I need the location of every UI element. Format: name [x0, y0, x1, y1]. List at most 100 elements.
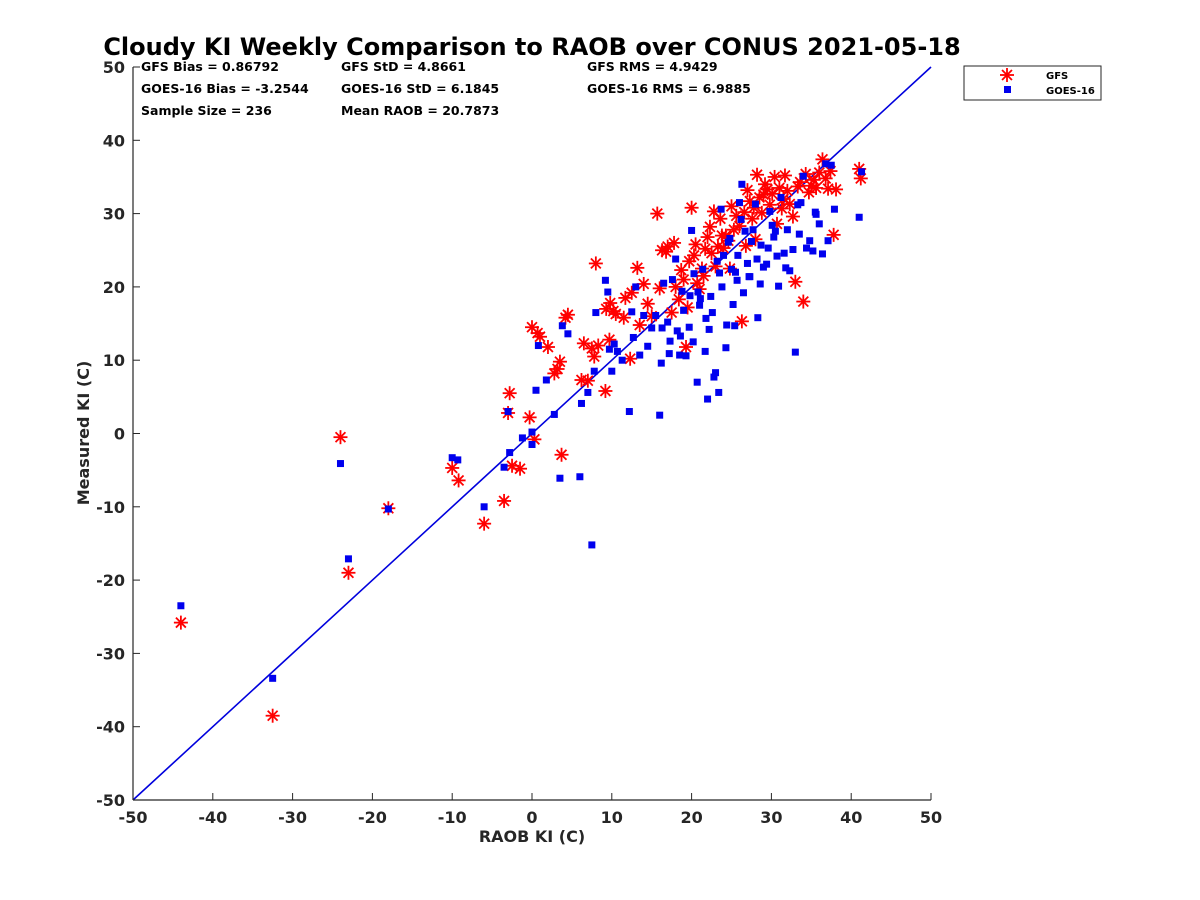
goes16-point: [664, 318, 672, 326]
goes16-point: [480, 503, 488, 511]
x-axis-label: RAOB KI (C): [479, 827, 585, 846]
goes16-point: [818, 250, 826, 258]
gfs-point: [497, 493, 512, 508]
goes16-point: [723, 321, 731, 329]
gfs-point: [580, 373, 595, 388]
goes16-point: [665, 350, 673, 358]
gfs-point: [702, 219, 717, 234]
goes16-point: [830, 205, 838, 213]
y-tick-label: -20: [96, 571, 125, 590]
gfs-point: [173, 615, 188, 630]
goes16-point: [715, 388, 723, 396]
goes16-point: [601, 276, 609, 284]
goes16-point: [791, 348, 799, 356]
goes16-point: [745, 273, 753, 281]
goes16-point: [815, 220, 823, 228]
gfs-point: [679, 340, 694, 355]
goes16-point: [613, 347, 621, 355]
legend-label-gfs: GFS: [1046, 71, 1068, 82]
goes16-point: [686, 292, 694, 300]
goes16-point: [690, 270, 698, 278]
goes16-point: [652, 311, 660, 319]
gfs-point: [674, 263, 689, 278]
goes16-point: [534, 342, 542, 350]
goes16-point: [676, 332, 684, 340]
gfs-point: [688, 237, 703, 252]
goes16-point: [628, 308, 636, 316]
goes16-point: [676, 351, 684, 359]
goes16-point: [564, 330, 572, 338]
goes16-point: [688, 226, 696, 234]
y-tick-label: -40: [96, 718, 125, 737]
goes16-point: [771, 227, 779, 235]
goes16-point: [592, 309, 600, 317]
stat-goes-rms: GOES-16 RMS = 6.9885: [587, 81, 751, 96]
goes16-point: [710, 373, 718, 381]
goes16-point: [672, 255, 680, 263]
gfs-point: [734, 314, 749, 329]
goes16-point: [500, 463, 508, 471]
y-tick-label: 0: [114, 425, 125, 444]
goes16-point: [685, 323, 693, 331]
goes16-point: [729, 300, 737, 308]
y-tick-label: 10: [103, 351, 125, 370]
y-tick-label: 40: [103, 131, 125, 150]
goes16-point: [699, 265, 707, 273]
goes16-point: [782, 264, 790, 272]
x-tick-label: -40: [198, 808, 227, 827]
x-tick-label: 0: [526, 808, 537, 827]
goes16-point: [780, 249, 788, 257]
goes16-point: [629, 333, 637, 341]
legend-marker-gfs: [1000, 68, 1014, 82]
goes16-point: [708, 309, 716, 317]
y-tick-label: -10: [96, 498, 125, 517]
gfs-point: [616, 310, 631, 325]
goes16-point: [625, 408, 633, 416]
stat-gfs-std: GFS StD = 4.8661: [341, 59, 466, 74]
goes16-point: [656, 411, 664, 419]
goes16-point: [680, 306, 688, 314]
gfs-point: [796, 294, 811, 309]
goes16-point: [604, 288, 612, 296]
stat-goes-bias: GOES-16 Bias = -3.2544: [141, 81, 309, 96]
stat-gfs-rms: GFS RMS = 4.9429: [587, 59, 718, 74]
gfs-point: [552, 354, 567, 369]
goes16-point: [754, 314, 762, 322]
gfs-point: [451, 473, 466, 488]
goes16-point: [588, 541, 596, 549]
legend-box: [963, 65, 1102, 101]
gfs-point: [576, 336, 591, 351]
goes16-point: [766, 207, 774, 215]
gfs-point: [265, 708, 280, 723]
goes16-point: [660, 279, 668, 287]
goes16-point: [753, 255, 761, 263]
goes16-point: [584, 388, 592, 396]
x-tick-label: -30: [278, 808, 307, 827]
gfs-point: [788, 274, 803, 289]
y-tick-label: -30: [96, 644, 125, 663]
goes16-point: [640, 311, 648, 319]
gfs-point: [640, 296, 655, 311]
goes16-point: [718, 283, 726, 291]
gfs-point: [636, 276, 651, 291]
goes16-point: [726, 235, 734, 243]
goes16-point: [756, 280, 764, 288]
goes16-point: [678, 287, 686, 295]
gfs-point: [341, 565, 356, 580]
goes16-point: [707, 292, 715, 300]
goes16-point: [783, 226, 791, 234]
goes16-point: [694, 288, 702, 296]
series-goes16: [177, 160, 866, 682]
y-ticks: -50 -40 -30 -20 -10 0 10 20 30 40 50: [96, 58, 140, 810]
x-tick-label: 40: [840, 808, 862, 827]
gfs-point: [333, 430, 348, 445]
goes16-point: [731, 268, 739, 276]
goes16-point: [576, 473, 584, 481]
gfs-point: [522, 410, 537, 425]
stats-block: GFS Bias = 0.86792 GFS StD = 4.8661 GFS …: [141, 59, 751, 118]
y-tick-label: -50: [96, 791, 125, 810]
gfs-point: [502, 386, 517, 401]
goes16-point: [747, 237, 755, 245]
goes16-point: [384, 505, 392, 513]
stat-mean-raob: Mean RAOB = 20.7873: [341, 103, 499, 118]
